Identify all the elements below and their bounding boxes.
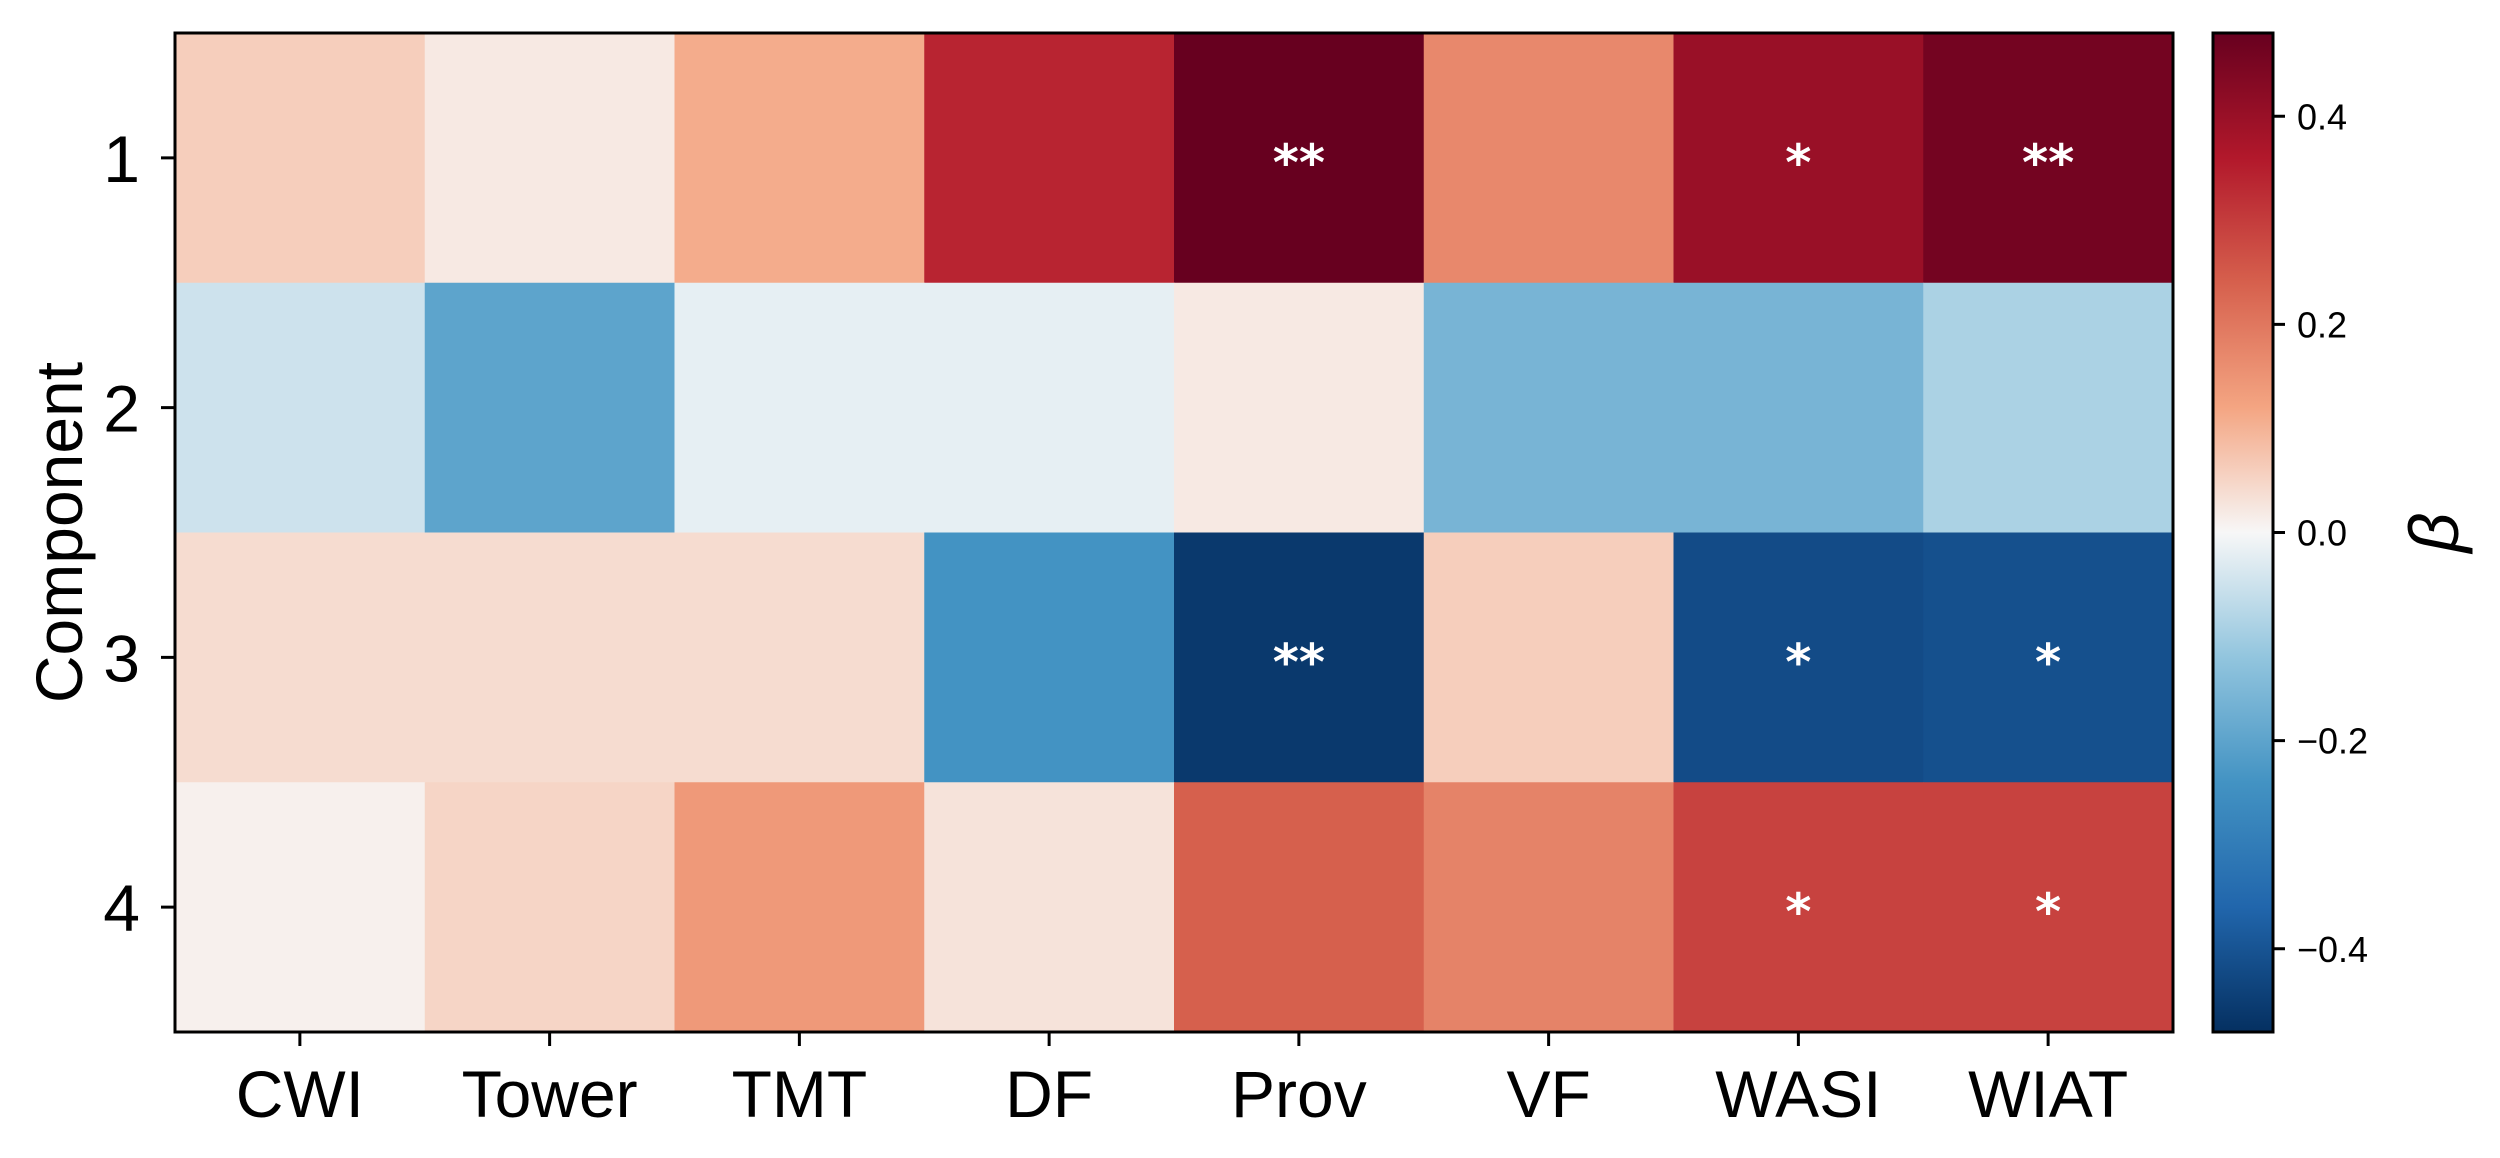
plot-frame xyxy=(173,31,2175,1034)
heatmap-cells xyxy=(175,33,2174,1033)
heatmap-cell-r3-tmt xyxy=(674,532,925,783)
x-tick-label: WIAT xyxy=(1968,1057,2128,1131)
y-axis-label: Component xyxy=(22,362,96,703)
heatmap-cell-r4-prov xyxy=(1174,782,1425,1033)
y-axis-ticks: 1 2 3 4 xyxy=(103,122,175,945)
heatmap-cell-r4-vf xyxy=(1423,782,1675,1033)
colorbar-tick-label: −0.4 xyxy=(2297,929,2368,970)
x-tick-label: Prov xyxy=(1231,1057,1367,1131)
significance-marker: * xyxy=(1785,883,1811,941)
significance-marker: * xyxy=(2035,633,2061,691)
significance-marker: ** xyxy=(1273,633,1325,691)
colorbar-tick-label: −0.2 xyxy=(2297,721,2368,762)
significance-marker: * xyxy=(2035,883,2061,941)
x-tick-label: CWI xyxy=(236,1057,364,1131)
heatmap-cell-r1-df xyxy=(924,33,1175,284)
x-tick-label: VF xyxy=(1506,1057,1590,1131)
x-tick-label: Tower xyxy=(462,1057,638,1131)
heatmap-cell-r4-df xyxy=(924,782,1175,1033)
heatmap-cell-r3-tower xyxy=(424,532,676,783)
colorbar-tick-label: 0.2 xyxy=(2297,304,2347,345)
heatmap-cell-r3-wasi xyxy=(1673,532,1924,783)
heatmap-cell-r1-prov xyxy=(1174,33,1425,284)
heatmap-cell-r1-cwi xyxy=(175,33,426,284)
heatmap-cell-r2-prov xyxy=(1174,282,1425,534)
heatmap-cell-r3-df xyxy=(924,532,1175,783)
y-tick-label: 4 xyxy=(103,871,140,945)
heatmap-cell-r4-wasi xyxy=(1673,782,1924,1033)
heatmap-cell-r1-vf xyxy=(1423,33,1675,284)
heatmap-cell-r1-tmt xyxy=(674,33,925,284)
colorbar xyxy=(2211,31,2275,1034)
significance-annotations: ** * **** * ** * xyxy=(1273,134,2075,941)
heatmap-cell-r3-cwi xyxy=(175,532,426,783)
heatmap-cell-r3-vf xyxy=(1423,532,1675,783)
x-tick-label: DF xyxy=(1005,1057,1093,1131)
heatmap-cell-r2-vf xyxy=(1423,282,1675,534)
heatmap-cell-r3-wiat xyxy=(1923,532,2174,783)
heatmap-cell-r2-tmt xyxy=(674,282,925,534)
colorbar-tick-label: 0.0 xyxy=(2297,513,2347,554)
heatmap-cell-r2-wasi xyxy=(1673,282,1924,534)
heatmap-cell-r2-tower xyxy=(424,282,676,534)
heatmap-cell-r2-cwi xyxy=(175,282,426,534)
heatmap-cell-r4-wiat xyxy=(1923,782,2174,1033)
colorbar-tick-label: 0.4 xyxy=(2297,96,2347,137)
heatmap-cell-r1-wasi xyxy=(1673,33,1924,284)
significance-marker: ** xyxy=(1273,134,1325,192)
heatmap-cell-r3-prov xyxy=(1174,532,1425,783)
heatmap-cell-r1-tower xyxy=(424,33,676,284)
colorbar-ticks: 0.4 0.2 0.0 −0.2 −0.4 xyxy=(2273,96,2368,970)
significance-marker: * xyxy=(1785,134,1811,192)
heatmap-cell-r2-wiat xyxy=(1923,282,2174,534)
colorbar-label: β xyxy=(2395,513,2473,555)
heatmap-cell-r4-cwi xyxy=(175,782,426,1033)
heatmap-cell-r4-tower xyxy=(424,782,676,1033)
x-tick-label: WASI xyxy=(1715,1057,1881,1131)
significance-marker: * xyxy=(1785,633,1811,691)
x-tick-label: TMT xyxy=(732,1057,868,1131)
y-tick-label: 3 xyxy=(103,621,140,695)
heatmap-cell-r1-wiat xyxy=(1923,33,2174,284)
heatmap-cell-r2-df xyxy=(924,282,1175,534)
x-axis-ticks: CWI Tower TMT DF Prov VF WASI WIAT xyxy=(236,1032,2128,1131)
y-tick-label: 1 xyxy=(103,122,140,196)
heatmap-cell-r4-tmt xyxy=(674,782,925,1033)
y-tick-label: 2 xyxy=(103,372,140,446)
significance-marker: ** xyxy=(2022,134,2074,192)
